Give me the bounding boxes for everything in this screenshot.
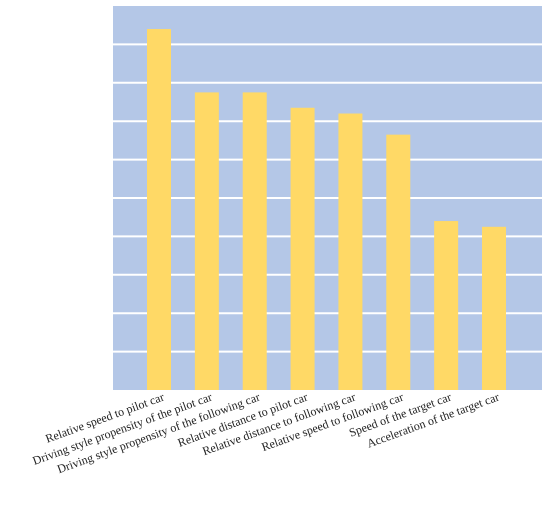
bars [147,29,506,391]
gridlines [113,43,542,353]
bar [386,134,411,390]
bar [338,113,363,391]
bar [242,92,267,391]
bar [147,29,171,390]
bar [482,226,506,390]
bar [290,107,315,390]
bar [194,92,219,391]
bar [434,221,459,390]
